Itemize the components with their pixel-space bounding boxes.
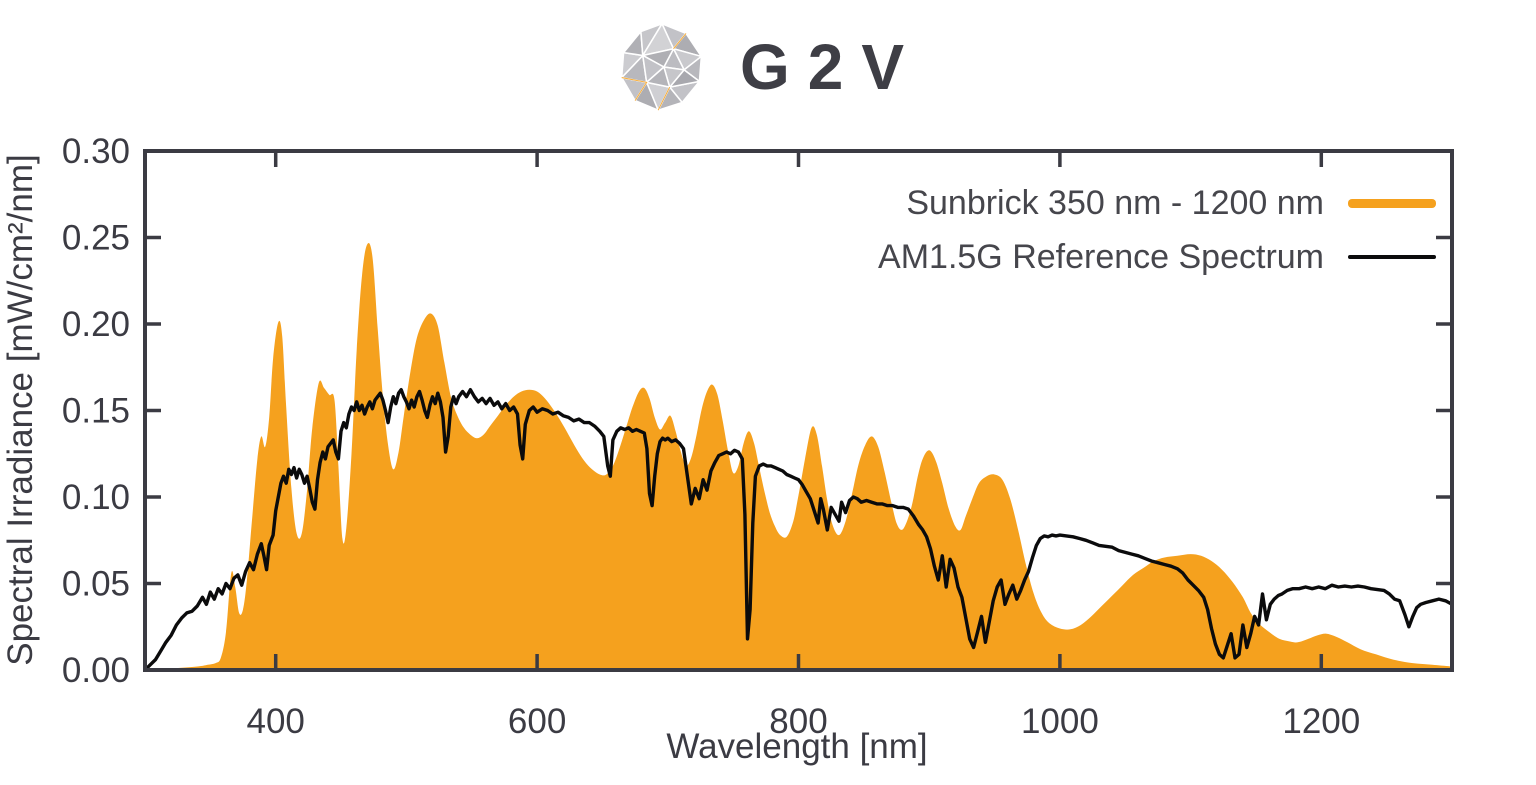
- legend-item-am15g: AM1.5G Reference Spectrum: [878, 230, 1436, 284]
- y-tick-label-0.30: 0.30: [62, 132, 130, 171]
- x-tick-label-1000: 1000: [1021, 702, 1099, 741]
- x-tick-label-800: 800: [769, 702, 827, 741]
- am15g-line-series: [147, 388, 1450, 669]
- axis-ticks: [147, 149, 1450, 668]
- legend-label-sunbrick: Sunbrick 350 nm - 1200 nm: [906, 183, 1324, 222]
- y-tick-label-0.05: 0.05: [62, 565, 130, 604]
- globe-mesh-icon: [620, 23, 703, 111]
- legend-label-am15g: AM1.5G Reference Spectrum: [878, 237, 1324, 276]
- x-axis-label: Wavelength [nm]: [666, 727, 927, 766]
- g2v-logo: G2V: [0, 18, 1536, 116]
- legend-item-sunbrick: Sunbrick 350 nm - 1200 nm: [878, 176, 1436, 230]
- plot-frame: [143, 149, 1454, 672]
- sunbrick-area-series: [147, 243, 1450, 669]
- x-tick-label-1200: 1200: [1282, 702, 1360, 741]
- y-axis-label: Spectral Irradiance [mW/cm²/nm]: [1, 154, 40, 666]
- x-tick-label-400: 400: [246, 702, 304, 741]
- y-tick-label-0.10: 0.10: [62, 478, 130, 517]
- y-tick-label-0.20: 0.20: [62, 305, 130, 344]
- legend: Sunbrick 350 nm - 1200 nm AM1.5G Referen…: [878, 176, 1436, 284]
- y-tick-label-0.15: 0.15: [62, 392, 130, 431]
- axis-tick-labels: 400 600 800 1000 1200 0.00 0.05 0.10 0.15 0.20 0.2…: [62, 132, 1360, 741]
- g2v-logo-text: G2V: [739, 31, 923, 103]
- x-tick-label-600: 600: [508, 702, 566, 741]
- y-tick-label-0.00: 0.00: [62, 651, 130, 690]
- legend-swatch-sunbrick: [1348, 198, 1436, 208]
- legend-swatch-am15g: [1348, 255, 1436, 259]
- y-tick-label-0.25: 0.25: [62, 219, 130, 258]
